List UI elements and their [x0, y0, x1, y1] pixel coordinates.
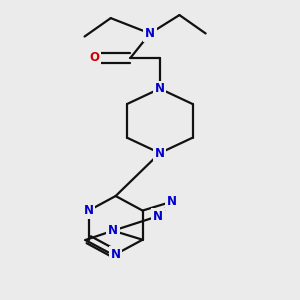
Text: N: N — [155, 147, 165, 160]
Text: N: N — [155, 82, 165, 95]
Text: N: N — [167, 195, 177, 208]
Text: O: O — [89, 52, 99, 64]
Text: N: N — [84, 204, 94, 217]
Text: N: N — [145, 27, 155, 40]
Text: N: N — [108, 224, 118, 237]
Text: N: N — [153, 210, 163, 223]
Text: N: N — [111, 248, 121, 261]
